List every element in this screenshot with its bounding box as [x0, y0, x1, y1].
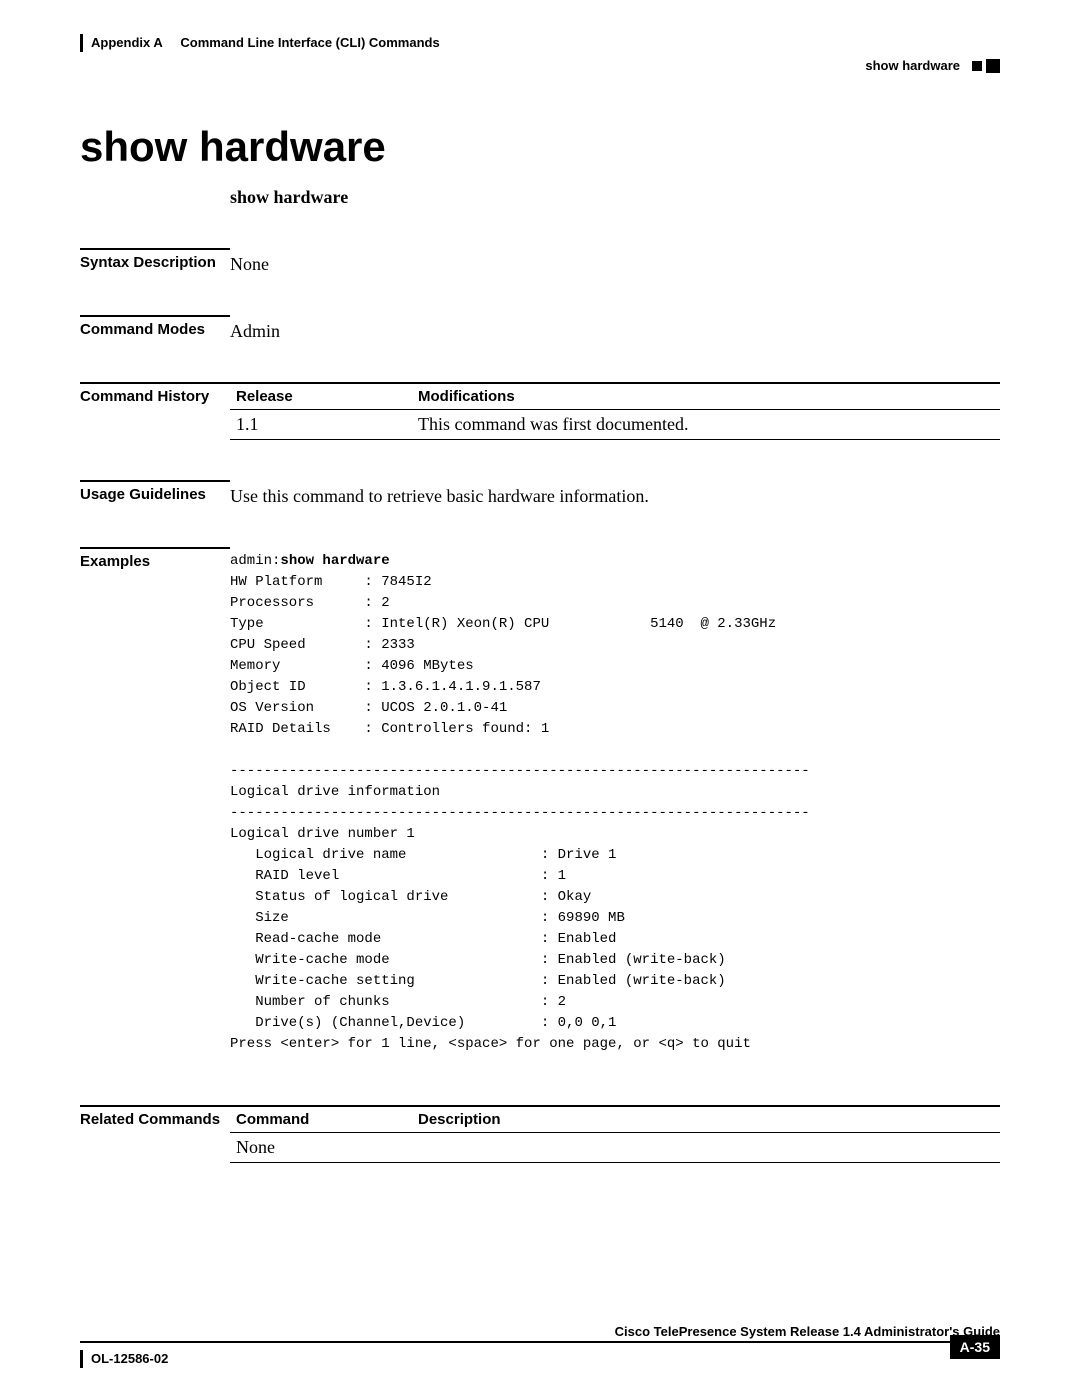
value-syntax-description: None	[230, 248, 1000, 275]
header-bar: Appendix A Command Line Interface (CLI) …	[80, 34, 1000, 52]
running-head-text: show hardware	[865, 58, 960, 73]
example-body: HW Platform : 7845I2 Processors : 2 Type…	[230, 574, 810, 1052]
section-examples: Examples admin:show hardware HW Platform…	[80, 547, 1000, 1055]
syntax-line: show hardware	[230, 187, 1000, 208]
footer-docnum: OL-12586-02	[80, 1350, 168, 1368]
value-usage-guidelines: Use this command to retrieve basic hardw…	[230, 480, 1000, 507]
section-related-commands: Related Commands Command Description Non…	[80, 1105, 1000, 1163]
section-usage-guidelines: Usage Guidelines Use this command to ret…	[80, 480, 1000, 507]
value-command-modes: Admin	[230, 315, 1000, 342]
table-row: 1.1 This command was first documented.	[230, 410, 1000, 440]
chapter-label: Command Line Interface (CLI) Commands	[180, 35, 439, 50]
footer: Cisco TelePresence System Release 1.4 Ad…	[80, 1324, 1000, 1371]
section-command-history: Command History Release Modifications 1.…	[80, 382, 1000, 440]
label-examples: Examples	[80, 547, 230, 570]
related-col-command: Command	[230, 1106, 412, 1133]
example-prompt: admin:	[230, 553, 280, 569]
history-modifications: This command was first documented.	[412, 410, 1000, 440]
label-usage-guidelines: Usage Guidelines	[80, 480, 230, 503]
running-head: show hardware	[80, 58, 1000, 73]
history-col-modifications: Modifications	[412, 383, 1000, 410]
related-command: None	[230, 1133, 412, 1163]
page-title: show hardware	[80, 123, 1000, 171]
label-command-modes: Command Modes	[80, 315, 230, 338]
related-commands-table: Command Description None	[230, 1105, 1000, 1163]
label-command-history: Command History	[80, 382, 230, 405]
corner-marks-icon	[972, 59, 1000, 73]
table-row: None	[230, 1133, 1000, 1163]
history-release: 1.1	[230, 410, 412, 440]
related-col-description: Description	[412, 1106, 1000, 1133]
page-number-badge: A-35	[950, 1335, 1000, 1359]
label-related-commands: Related Commands	[80, 1105, 230, 1128]
command-history-table: Release Modifications 1.1 This command w…	[230, 382, 1000, 440]
label-syntax-description: Syntax Description	[80, 248, 230, 271]
footer-guide: Cisco TelePresence System Release 1.4 Ad…	[80, 1324, 1000, 1343]
history-col-release: Release	[230, 383, 412, 410]
page: Appendix A Command Line Interface (CLI) …	[0, 0, 1080, 1397]
example-output: admin:show hardware HW Platform : 7845I2…	[230, 551, 1000, 1055]
related-description	[412, 1133, 1000, 1163]
example-command: show hardware	[280, 553, 389, 569]
section-syntax-description: Syntax Description None	[80, 248, 1000, 275]
section-command-modes: Command Modes Admin	[80, 315, 1000, 342]
appendix-label: Appendix A	[91, 34, 163, 52]
